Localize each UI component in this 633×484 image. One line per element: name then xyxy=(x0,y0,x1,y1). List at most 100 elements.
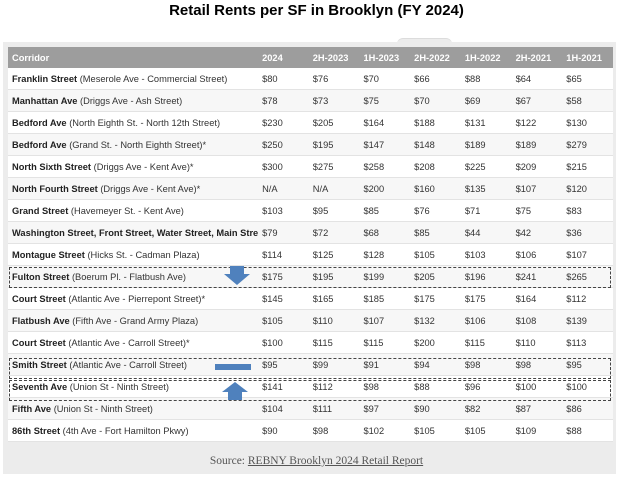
rent-value-cell: $102 xyxy=(359,419,411,442)
rent-value-cell: $105 xyxy=(460,419,512,442)
rent-value-cell: $128 xyxy=(359,243,411,266)
rent-value-cell: $196 xyxy=(460,265,512,288)
rent-value-cell: $94 xyxy=(410,353,461,376)
rent-value-cell: $165 xyxy=(308,287,360,310)
rent-value-cell: $279 xyxy=(562,133,613,156)
corridor-cell: Grand Street (Havemeyer St. - Kent Ave) xyxy=(8,199,259,222)
rent-value-cell: $111 xyxy=(308,397,360,420)
rent-value-cell: $148 xyxy=(410,133,461,156)
column-header-2h-2023: 2H-2023 xyxy=(308,47,360,68)
rent-value-cell: $130 xyxy=(562,111,613,134)
rent-value-cell: $208 xyxy=(410,155,461,178)
source-note: Source: REBNY Brooklyn 2024 Retail Repor… xyxy=(0,455,633,467)
rent-value-cell: $188 xyxy=(410,111,461,134)
table-row: Court Street (Atlantic Ave - Pierrepont … xyxy=(8,287,613,310)
rent-value-cell: $82 xyxy=(460,397,512,420)
rent-value-cell: $205 xyxy=(308,111,360,134)
corridor-range: (Hicks St. - Cadman Plaza) xyxy=(87,249,200,260)
rent-value-cell: $70 xyxy=(359,68,411,90)
rent-value-cell: $175 xyxy=(410,287,461,310)
rent-value-cell: $42 xyxy=(511,221,563,244)
rent-value-cell: $200 xyxy=(359,177,411,200)
rent-value-cell: $76 xyxy=(410,199,461,222)
rent-value-cell: $106 xyxy=(460,309,512,332)
rent-value-cell: $115 xyxy=(359,331,411,354)
rent-value-cell: $66 xyxy=(410,68,461,90)
corridor-cell: Bedford Ave (Grand St. - North Eighth St… xyxy=(8,133,259,156)
corridor-range: (Driggs Ave - Ash Street) xyxy=(80,95,183,106)
rent-value-cell: $90 xyxy=(410,397,461,420)
rent-value-cell: $225 xyxy=(460,155,512,178)
rent-value-cell: $105 xyxy=(410,419,461,442)
corridor-range: (Meserole Ave - Commercial Street) xyxy=(79,73,228,84)
rent-value-cell: $97 xyxy=(359,397,411,420)
rent-value-cell: $107 xyxy=(511,177,563,200)
rent-value-cell: $113 xyxy=(562,331,613,354)
rent-value-cell: N/A xyxy=(258,177,309,200)
rent-value-cell: $87 xyxy=(511,397,563,420)
rent-value-cell: $98 xyxy=(359,375,411,398)
table-row: Manhattan Ave (Driggs Ave - Ash Street) $… xyxy=(8,89,613,112)
corridor-range: (North Eighth St. - North 12th Street) xyxy=(69,117,221,128)
corridor-cell: Washington Street, Front Street, Water S… xyxy=(8,221,259,244)
rent-value-cell: $300 xyxy=(258,155,309,178)
rent-value-cell: $91 xyxy=(359,353,411,376)
corridor-range: (Driggs Ave - Kent Ave)* xyxy=(100,183,201,194)
rent-value-cell: $44 xyxy=(460,221,512,244)
rent-value-cell: $115 xyxy=(308,331,360,354)
column-header-corridor: Corridor xyxy=(8,47,259,68)
rent-value-cell: $75 xyxy=(359,89,411,112)
corridor-street: Fifth Ave xyxy=(12,403,52,414)
flat-bar-icon xyxy=(215,364,251,370)
table-row: Bedford Ave (Grand St. - North Eighth St… xyxy=(8,133,613,156)
rent-value-cell: $258 xyxy=(359,155,411,178)
corridor-street: North Sixth Street xyxy=(12,161,92,172)
corridor-cell: North Fourth Street (Driggs Ave - Kent A… xyxy=(8,177,259,200)
rent-value-cell: $230 xyxy=(258,111,309,134)
rent-value-cell: $122 xyxy=(511,111,563,134)
corridor-cell: Seventh Ave (Union St - Ninth Street) xyxy=(8,375,259,398)
rent-value-cell: $164 xyxy=(359,111,411,134)
rent-value-cell: $103 xyxy=(460,243,512,266)
rent-value-cell: N/A xyxy=(308,177,360,200)
corridor-range: (Atlantic Ave - Carroll Street)* xyxy=(68,337,190,348)
rent-value-cell: $200 xyxy=(410,331,461,354)
rent-value-cell: $58 xyxy=(562,89,613,112)
rent-value-cell: $83 xyxy=(562,199,613,222)
table-row: North Fourth Street (Driggs Ave - Kent A… xyxy=(8,177,613,200)
rent-value-cell: $88 xyxy=(410,375,461,398)
table-row: Bedford Ave (North Eighth St. - North 12… xyxy=(8,111,613,134)
source-link[interactable]: REBNY Brooklyn 2024 Retail Report xyxy=(247,455,424,467)
rent-value-cell: $250 xyxy=(258,133,309,156)
corridor-street: 86th Street xyxy=(12,425,61,436)
corridor-range: (Grand St. - North Eighth Street)* xyxy=(69,139,207,150)
corridor-range: (Union St - Ninth Street) xyxy=(69,381,169,392)
column-header-1h-2021: 1H-2021 xyxy=(562,47,613,68)
table-row: Fulton Street (Boerum Pl. - Flatbush Ave… xyxy=(8,265,613,288)
corridor-range: (Boerum Pl. - Flatbush Ave) xyxy=(71,271,186,282)
rent-value-cell: $160 xyxy=(410,177,461,200)
up-arrow-icon xyxy=(222,382,248,400)
corridor-street: Bedford Ave xyxy=(12,117,67,128)
corridor-range: (Union St - Ninth Street) xyxy=(53,403,153,414)
rent-value-cell: $209 xyxy=(511,155,563,178)
rent-value-cell: $73 xyxy=(308,89,360,112)
table-header-row: Corridor 2024 2H-2023 1H-2023 2H-2022 1H-2022… xyxy=(8,47,613,68)
rent-value-cell: $164 xyxy=(511,287,563,310)
rent-value-cell: $125 xyxy=(308,243,360,266)
corridor-cell: Fulton Street (Boerum Pl. - Flatbush Ave… xyxy=(8,265,259,288)
rent-value-cell: $106 xyxy=(511,243,563,266)
table-row: Seventh Ave (Union St - Ninth Street) $14… xyxy=(8,375,613,398)
corridor-street: Flatbush Ave xyxy=(12,315,70,326)
corridor-street: Bedford Ave xyxy=(12,139,67,150)
rent-value-cell: $112 xyxy=(308,375,360,398)
rent-value-cell: $275 xyxy=(308,155,360,178)
table-row: Washington Street, Front Street, Water S… xyxy=(8,221,613,244)
rent-value-cell: $75 xyxy=(511,199,563,222)
rent-value-cell: $189 xyxy=(460,133,512,156)
rent-value-cell: $107 xyxy=(359,309,411,332)
column-header-2h-2022: 2H-2022 xyxy=(410,47,461,68)
rent-value-cell: $175 xyxy=(258,265,309,288)
corridor-street: Washington Street, Front Street, Water S… xyxy=(12,227,259,238)
corridor-street: Smith Street xyxy=(12,359,67,370)
